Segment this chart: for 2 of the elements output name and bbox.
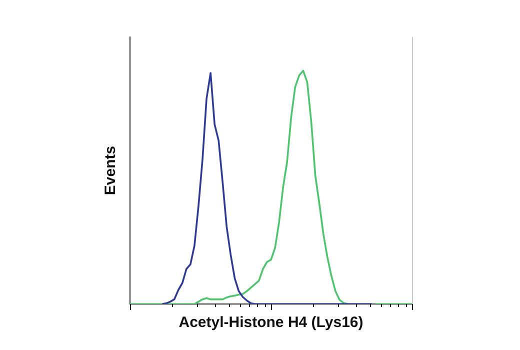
x-axis-title: Acetyl-Histone H4 (Lys16) — [178, 314, 364, 332]
y-axis-title: Events — [102, 146, 120, 196]
